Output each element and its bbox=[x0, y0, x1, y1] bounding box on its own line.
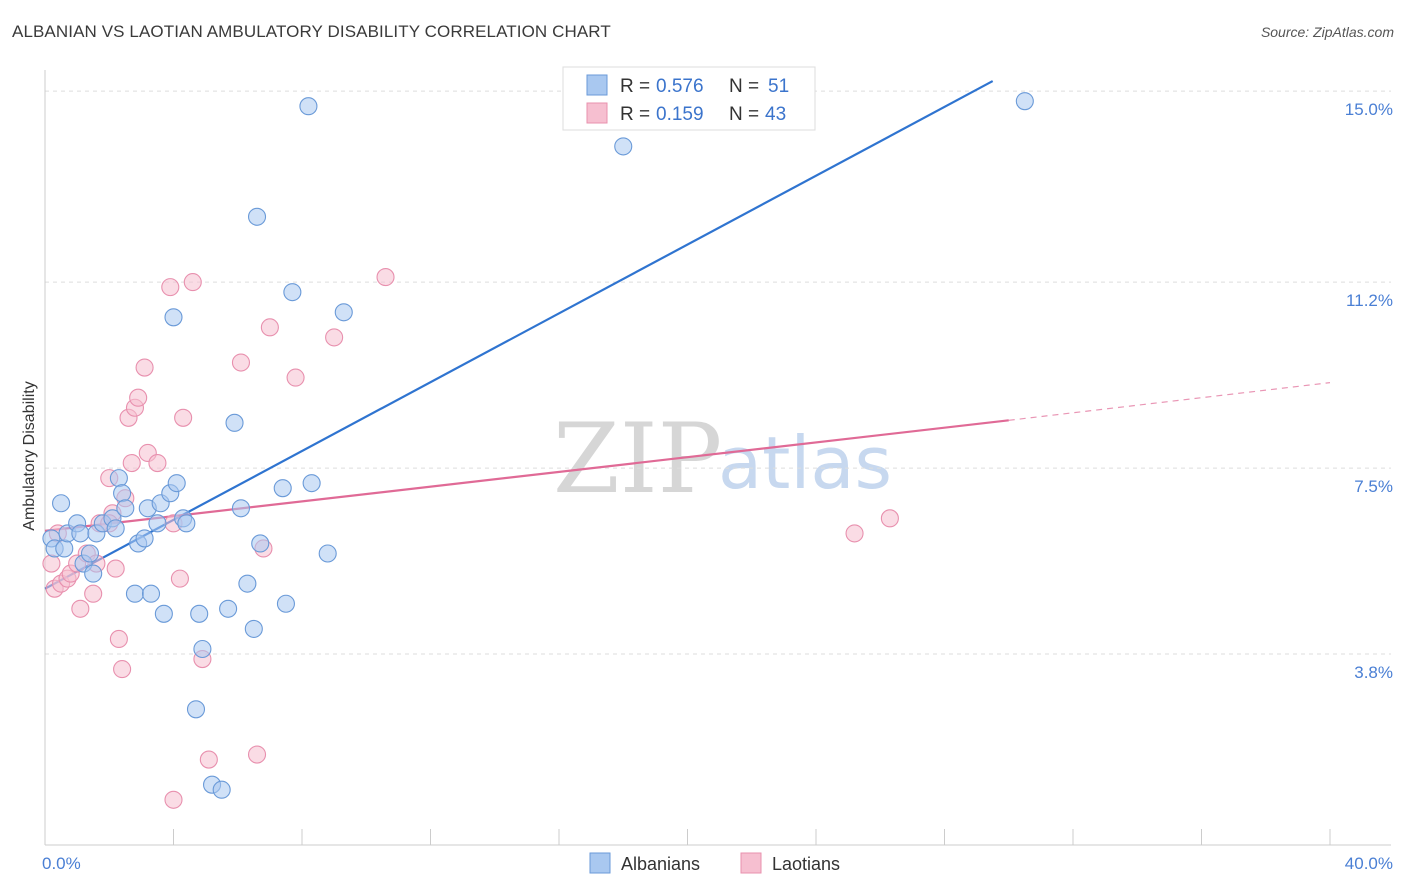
watermark-atlas: atlas bbox=[718, 421, 892, 505]
bottom-legend-swatch-albanians bbox=[589, 852, 611, 874]
point-laotians bbox=[42, 554, 61, 573]
point-albanians bbox=[125, 584, 144, 603]
point-laotians bbox=[135, 358, 154, 377]
y-tick-label: 15.0% bbox=[1345, 100, 1393, 119]
point-albanians bbox=[251, 534, 270, 553]
point-albanians bbox=[55, 539, 74, 558]
trend-line-extension-laotians bbox=[1008, 382, 1331, 421]
point-albanians bbox=[299, 97, 318, 116]
point-albanians bbox=[283, 283, 302, 302]
point-albanians bbox=[141, 584, 161, 603]
legend-r-value-albanians: 0.576 bbox=[656, 76, 704, 97]
point-laotians bbox=[170, 569, 189, 588]
point-albanians bbox=[148, 514, 167, 533]
point-albanians bbox=[212, 780, 231, 799]
point-albanians bbox=[244, 619, 263, 638]
point-albanians bbox=[318, 544, 337, 563]
point-albanians bbox=[273, 479, 292, 498]
point-albanians bbox=[247, 207, 267, 226]
point-albanians bbox=[302, 474, 321, 493]
point-albanians bbox=[238, 574, 257, 593]
axes bbox=[44, 70, 1391, 846]
point-albanians bbox=[164, 308, 183, 327]
point-laotians bbox=[106, 559, 125, 578]
legend-swatch-laotians bbox=[586, 102, 608, 124]
point-laotians bbox=[880, 509, 899, 528]
point-laotians bbox=[183, 273, 202, 292]
point-albanians bbox=[177, 514, 196, 533]
trend-line-laotians bbox=[44, 419, 1009, 532]
point-albanians bbox=[1015, 92, 1034, 111]
legend-r-value-laotians: 0.159 bbox=[656, 104, 704, 125]
legend-r-label-laotians: R = bbox=[620, 104, 650, 125]
legend-n-value-albanians: 51 bbox=[768, 76, 789, 97]
y-axis-label: Ambulatory Disability bbox=[21, 381, 38, 530]
point-laotians bbox=[174, 408, 193, 427]
point-albanians bbox=[225, 413, 244, 432]
point-laotians bbox=[109, 629, 128, 648]
chart-title: ALBANIAN VS LAOTIAN AMBULATORY DISABILIT… bbox=[12, 22, 611, 41]
point-laotians bbox=[113, 660, 132, 679]
legend-n-value-laotians: 43 bbox=[765, 104, 786, 125]
y-tick-label: 7.5% bbox=[1354, 477, 1393, 496]
trend-lines bbox=[44, 80, 1331, 590]
legend-r-label-albanians: R = bbox=[620, 76, 650, 97]
source-label: Source: ZipAtlas.com bbox=[1260, 24, 1394, 40]
point-albanians bbox=[113, 484, 132, 503]
point-albanians bbox=[186, 700, 206, 719]
point-laotians bbox=[122, 453, 141, 473]
point-albanians bbox=[219, 599, 238, 618]
point-laotians bbox=[231, 353, 251, 372]
point-albanians bbox=[154, 604, 173, 623]
legend-swatch-albanians bbox=[586, 74, 608, 96]
x-tick-label-min: 0.0% bbox=[42, 854, 81, 873]
stats-legend: R = 0.576 N = 51 R = 0.159 N = 43 bbox=[562, 66, 816, 131]
x-ticks bbox=[44, 829, 1331, 845]
point-laotians bbox=[129, 388, 148, 407]
trend-line-albanians bbox=[44, 80, 994, 590]
point-albanians bbox=[193, 639, 212, 659]
point-albanians bbox=[167, 474, 186, 493]
scatter-points bbox=[42, 92, 1034, 809]
watermark-zip: ZIP bbox=[553, 403, 722, 515]
point-albanians bbox=[276, 594, 295, 613]
point-albanians bbox=[71, 524, 90, 543]
y-tick-label: 11.2% bbox=[1346, 291, 1393, 310]
point-albanians bbox=[614, 137, 633, 156]
legend-n-label-laotians: N = bbox=[729, 104, 759, 125]
point-laotians bbox=[199, 750, 218, 769]
point-albanians bbox=[52, 494, 71, 513]
bottom-legend-swatch-laotians bbox=[740, 852, 762, 874]
point-laotians bbox=[161, 278, 180, 297]
gridlines bbox=[45, 90, 1391, 655]
point-albanians bbox=[80, 544, 100, 563]
point-laotians bbox=[71, 599, 90, 618]
point-laotians bbox=[164, 790, 183, 809]
series-legend: Albanians Laotians bbox=[589, 852, 840, 874]
bottom-legend-label-albanians: Albanians bbox=[621, 854, 700, 874]
point-albanians bbox=[135, 529, 154, 548]
point-laotians bbox=[376, 268, 395, 287]
point-laotians bbox=[247, 745, 267, 764]
bottom-legend-label-laotians: Laotians bbox=[772, 854, 840, 874]
point-albanians bbox=[334, 303, 353, 322]
x-tick-label-max: 40.0% bbox=[1345, 854, 1393, 873]
point-albanians bbox=[231, 499, 251, 518]
point-laotians bbox=[260, 318, 279, 337]
point-laotians bbox=[84, 584, 103, 603]
point-albanians bbox=[84, 564, 103, 583]
y-tick-labels: 3.8% 7.5% 11.2% 15.0% bbox=[1345, 100, 1393, 682]
point-albanians bbox=[190, 604, 209, 623]
point-albanians bbox=[106, 519, 125, 538]
point-albanians bbox=[109, 469, 128, 488]
y-tick-label: 3.8% bbox=[1354, 663, 1393, 682]
point-laotians bbox=[845, 524, 864, 543]
point-laotians bbox=[148, 453, 167, 473]
legend-n-label-albanians: N = bbox=[729, 76, 759, 97]
point-laotians bbox=[286, 368, 305, 387]
point-laotians bbox=[325, 328, 344, 347]
point-albanians bbox=[116, 499, 135, 518]
